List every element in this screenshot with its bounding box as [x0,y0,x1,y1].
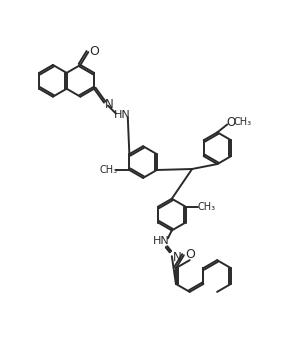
Text: O: O [89,45,99,57]
Text: O: O [227,116,236,129]
Text: N: N [172,251,181,264]
Text: HN: HN [113,111,130,120]
Text: HN: HN [152,236,169,246]
Text: CH₃: CH₃ [99,165,118,175]
Text: CH₃: CH₃ [197,202,215,212]
Text: O: O [185,248,195,261]
Text: CH₃: CH₃ [233,117,251,127]
Text: N: N [105,98,113,111]
